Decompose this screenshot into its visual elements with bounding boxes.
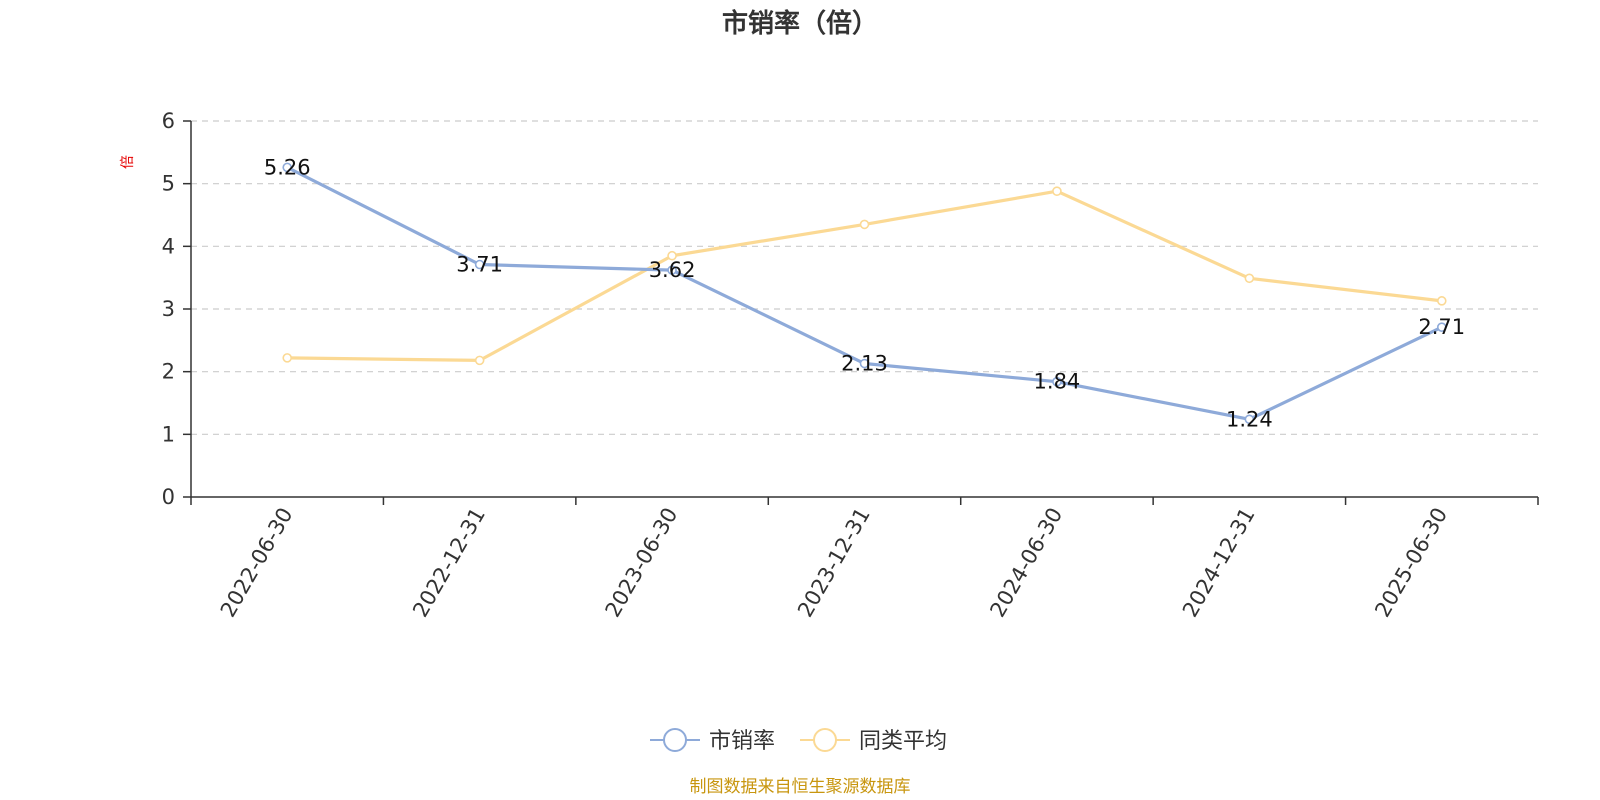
y-tick-label: 5 <box>162 172 175 196</box>
data-label: 2.71 <box>1418 315 1465 339</box>
y-tick-label: 3 <box>162 297 175 321</box>
data-label: 1.84 <box>1034 370 1081 394</box>
y-tick-label: 4 <box>162 234 175 258</box>
x-tick-label: 2023-06-30 <box>601 504 683 622</box>
series-line <box>286 165 1443 421</box>
x-tick-label: 2024-12-31 <box>1178 504 1260 622</box>
legend[interactable]: 市销率 同类平均 <box>650 728 947 754</box>
data-label: 2.13 <box>841 352 888 376</box>
data-point[interactable] <box>1436 322 1447 332</box>
data-point[interactable] <box>1052 376 1062 387</box>
data-point[interactable] <box>474 355 485 366</box>
series-1 <box>282 162 1447 425</box>
data-labels: 5.26 3.71 3.62 2.13 1.84 1.24 2.71 <box>264 155 1465 431</box>
data-label: 5.26 <box>264 155 311 179</box>
x-tick-label: 2022-06-30 <box>216 504 298 622</box>
x-tick-label: 2024-06-30 <box>985 504 1067 622</box>
data-point[interactable] <box>282 353 293 363</box>
source-note: 制图数据来自恒生聚源数据库 <box>690 777 911 797</box>
data-point[interactable] <box>1244 273 1255 284</box>
data-point[interactable] <box>859 358 870 369</box>
y-tick-label: 1 <box>162 422 175 446</box>
data-point[interactable] <box>1244 414 1255 425</box>
x-tick-label: 2025-06-30 <box>1370 504 1452 622</box>
data-point[interactable] <box>667 250 677 261</box>
legend-item[interactable]: 市销率 <box>650 728 775 754</box>
legend-item[interactable]: 同类平均 <box>800 728 947 754</box>
data-label: 3.62 <box>649 258 696 282</box>
legend-marker-icon <box>663 728 687 752</box>
data-point[interactable] <box>1436 296 1447 306</box>
legend-label: 市销率 <box>709 729 775 754</box>
x-tick-label: 2022-12-31 <box>408 504 490 622</box>
y-tick-label: 2 <box>162 360 175 384</box>
grid-lines <box>191 120 1538 435</box>
data-label: 3.71 <box>456 253 503 277</box>
data-point[interactable] <box>1052 186 1062 196</box>
series-2 <box>282 186 1447 366</box>
legend-label: 同类平均 <box>859 729 947 754</box>
legend-marker-icon <box>813 728 837 752</box>
data-point[interactable] <box>282 162 293 173</box>
data-point[interactable] <box>474 259 485 270</box>
y-tick-label: 6 <box>162 109 175 133</box>
chart-title: 市销率（倍） <box>722 8 878 39</box>
data-label: 1.24 <box>1226 407 1273 431</box>
y-tick-label: 0 <box>162 485 175 509</box>
series-layer <box>282 162 1447 425</box>
data-point[interactable] <box>667 265 677 275</box>
data-point[interactable] <box>859 219 870 230</box>
x-tick-label: 2023-12-31 <box>793 504 875 622</box>
y-axis-unit-label: 倍 <box>120 155 136 169</box>
